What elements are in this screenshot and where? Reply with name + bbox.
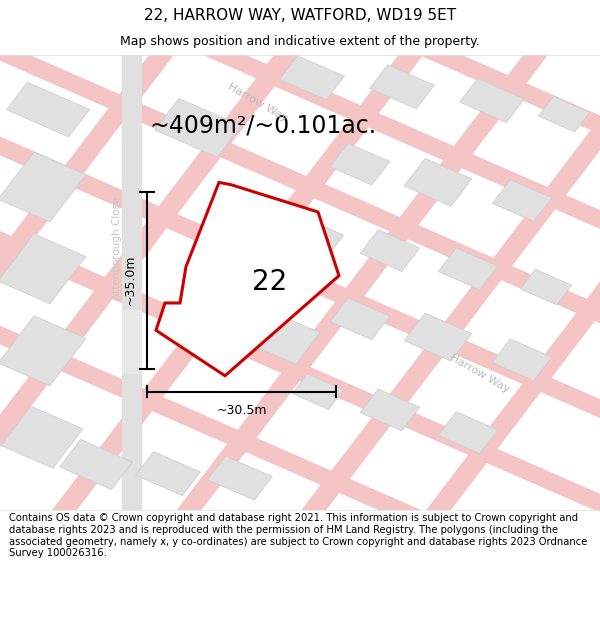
Polygon shape (0, 316, 86, 386)
Text: ~409m²/~0.101ac.: ~409m²/~0.101ac. (150, 114, 377, 138)
Text: Harrow Way: Harrow Way (226, 82, 290, 124)
Polygon shape (360, 389, 420, 431)
Polygon shape (360, 230, 420, 272)
Polygon shape (280, 56, 344, 100)
Text: 22: 22 (253, 269, 287, 296)
Polygon shape (292, 219, 344, 255)
Text: ~35.0m: ~35.0m (124, 255, 137, 306)
Polygon shape (492, 179, 552, 221)
Polygon shape (1, 406, 83, 468)
Polygon shape (292, 374, 344, 409)
Polygon shape (370, 65, 434, 109)
Polygon shape (492, 339, 552, 381)
Polygon shape (202, 233, 290, 296)
Polygon shape (0, 0, 600, 599)
Polygon shape (404, 158, 472, 206)
Text: ~30.5m: ~30.5m (216, 404, 267, 418)
Polygon shape (155, 98, 241, 158)
Polygon shape (244, 310, 320, 364)
Polygon shape (438, 412, 498, 454)
Polygon shape (122, 310, 142, 374)
Text: Contains OS data © Crown copyright and database right 2021. This information is : Contains OS data © Crown copyright and d… (9, 514, 587, 558)
Polygon shape (538, 96, 590, 132)
Text: Map shows position and indicative extent of the property.: Map shows position and indicative extent… (120, 35, 480, 48)
Polygon shape (0, 234, 86, 304)
Polygon shape (0, 152, 86, 222)
Polygon shape (122, 32, 142, 532)
Polygon shape (520, 269, 572, 305)
Polygon shape (7, 82, 89, 137)
Text: Harrow Way: Harrow Way (448, 352, 512, 394)
Polygon shape (156, 182, 339, 376)
Polygon shape (136, 451, 200, 496)
Polygon shape (208, 456, 272, 500)
Polygon shape (404, 313, 472, 361)
Text: Attenborough Close: Attenborough Close (112, 197, 122, 300)
Polygon shape (330, 298, 390, 340)
Polygon shape (460, 79, 524, 122)
Text: 22, HARROW WAY, WATFORD, WD19 5ET: 22, HARROW WAY, WATFORD, WD19 5ET (144, 8, 456, 23)
Polygon shape (0, 0, 600, 528)
Polygon shape (330, 143, 390, 185)
Polygon shape (59, 439, 133, 489)
Polygon shape (438, 248, 498, 290)
